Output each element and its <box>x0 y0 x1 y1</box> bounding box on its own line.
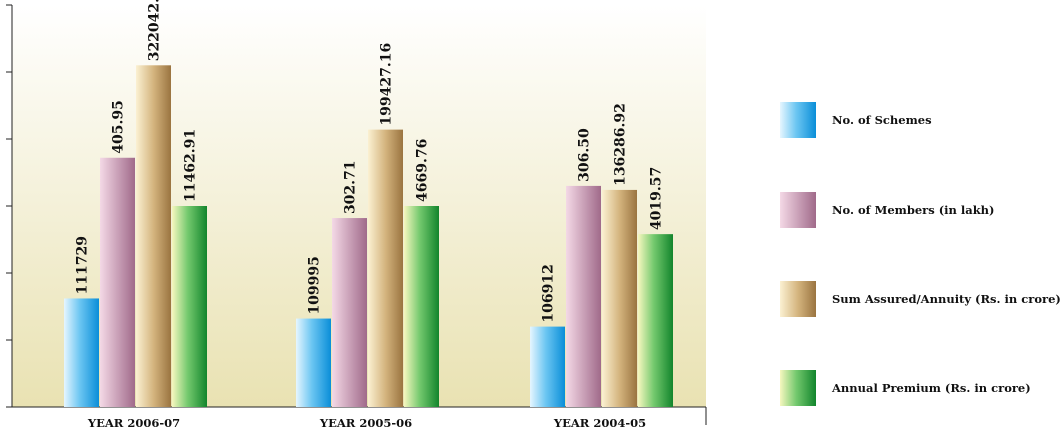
data-label: 322042.20 <box>147 0 163 61</box>
legend-item-schemes: No. of Schemes <box>780 102 932 138</box>
bar-schemes <box>530 326 565 407</box>
legend-label: No. of Schemes <box>832 113 932 127</box>
legend-swatch-sum-assured <box>780 281 816 317</box>
data-label: 111729 <box>75 236 91 294</box>
bar-members <box>566 185 601 407</box>
category-label: YEAR 2005-06 <box>319 416 412 430</box>
category-label: YEAR 2004-05 <box>553 416 646 430</box>
bar-premium <box>172 206 207 407</box>
legend-swatch-members <box>780 192 816 228</box>
data-label: 405.95 <box>111 100 127 154</box>
category-label: YEAR 2006-07 <box>87 416 180 430</box>
data-label: 306.50 <box>577 128 593 182</box>
data-label: 106912 <box>541 264 557 322</box>
data-label: 302.71 <box>343 160 359 214</box>
bar-premium <box>404 206 439 407</box>
legend-label: Sum Assured/Annuity (Rs. in crore) <box>832 292 1061 306</box>
bar-schemes <box>296 318 331 407</box>
data-label: 199427.16 <box>379 43 395 126</box>
data-label: 11462.91 <box>183 129 199 202</box>
legend-item-premium: Annual Premium (Rs. in crore) <box>780 370 1031 406</box>
category-labels-layer: YEAR 2006-07 YEAR 2005-06 YEAR 2004-05 <box>87 416 646 430</box>
bar-members <box>100 157 135 407</box>
data-label: 4669.76 <box>415 139 431 202</box>
bar-premium <box>638 234 673 407</box>
data-label: 4019.57 <box>649 167 665 230</box>
data-label: 109995 <box>307 256 323 314</box>
bar-sum-assured <box>602 189 637 407</box>
data-label: 136286.92 <box>613 103 629 186</box>
data-labels-layer: 111729 405.95 322042.20 11462.91 109995 302.7… <box>75 0 665 323</box>
bar-sum-assured <box>368 129 403 407</box>
legend-item-sum-assured: Sum Assured/Annuity (Rs. in crore) <box>780 281 1061 317</box>
legend-item-members: No. of Members (in lakh) <box>780 192 994 228</box>
bar-members <box>332 218 367 407</box>
legend-label: No. of Members (in lakh) <box>832 203 995 217</box>
legend: No. of Schemes No. of Members (in lakh) … <box>780 0 1063 432</box>
y-axis-ticks <box>6 4 12 408</box>
bar-sum-assured <box>136 65 171 408</box>
bars-layer <box>64 65 673 408</box>
legend-swatch-schemes <box>780 102 816 138</box>
legend-swatch-premium <box>780 370 816 406</box>
bar-schemes <box>64 298 99 407</box>
legend-label: Annual Premium (Rs. in crore) <box>832 381 1031 395</box>
